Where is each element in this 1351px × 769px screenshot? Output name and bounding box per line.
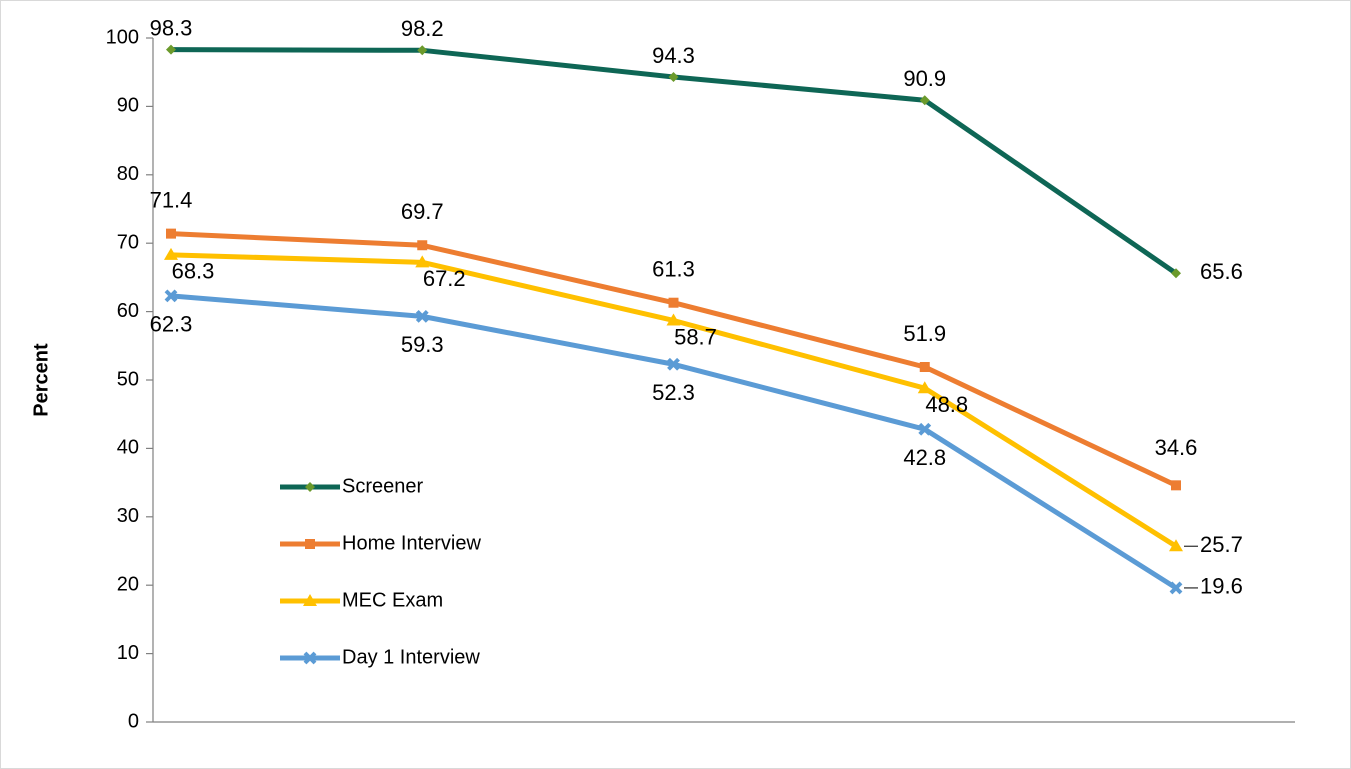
data-label: 65.6 [1200, 259, 1243, 284]
marker [415, 309, 429, 323]
marker [166, 228, 176, 239]
marker [415, 255, 430, 268]
data-label: 98.3 [150, 15, 193, 40]
marker [166, 44, 176, 55]
marker [303, 594, 317, 606]
y-tick-label: 90 [117, 95, 139, 117]
marker [1169, 539, 1183, 552]
data-label: 59.3 [401, 332, 444, 357]
y-axis-label: Percent [30, 343, 52, 417]
y-tick-label: 60 [117, 300, 139, 322]
data-label: 52.3 [652, 380, 695, 405]
marker [164, 289, 178, 303]
marker [666, 313, 681, 326]
data-label: 98.2 [401, 16, 444, 41]
legend-label: Screener [342, 475, 423, 497]
data-label: 68.3 [172, 259, 215, 284]
y-tick-label: 10 [117, 642, 139, 664]
marker [917, 381, 932, 394]
marker [417, 45, 428, 56]
data-label: 48.8 [925, 392, 968, 417]
y-tick-label: 0 [128, 710, 139, 732]
marker [305, 539, 315, 549]
data-label: 25.7 [1200, 532, 1243, 557]
marker [417, 240, 428, 251]
data-label: 19.6 [1200, 574, 1243, 599]
marker [668, 71, 679, 82]
y-tick-label: 50 [117, 368, 139, 390]
data-label: 51.9 [903, 321, 946, 346]
y-tick-label: 30 [117, 505, 139, 527]
marker [1169, 581, 1183, 595]
y-tick-label: 80 [117, 163, 139, 185]
data-label: 69.7 [401, 199, 444, 224]
data-label: 67.2 [423, 266, 466, 291]
marker [305, 482, 315, 492]
legend-label: MEC Exam [342, 589, 443, 611]
y-tick-label: 20 [117, 573, 139, 595]
marker [303, 651, 317, 665]
marker [1171, 268, 1181, 279]
y-tick-label: 70 [117, 231, 139, 253]
data-label: 42.8 [903, 445, 946, 470]
data-label: 34.6 [1155, 435, 1198, 460]
marker [667, 357, 680, 371]
data-label: 58.7 [674, 324, 717, 349]
marker [164, 247, 178, 260]
data-label: 61.3 [652, 257, 695, 282]
legend-label: Home Interview [342, 532, 481, 554]
data-label: 94.3 [652, 43, 695, 68]
marker [918, 422, 932, 436]
y-tick-label: 40 [117, 437, 139, 459]
marker [919, 95, 930, 106]
data-label: 62.3 [150, 312, 193, 337]
marker [1171, 480, 1181, 491]
legend-label: Day 1 Interview [342, 646, 480, 668]
data-label: 90.9 [903, 66, 946, 91]
data-label: 71.4 [150, 187, 193, 212]
marker [668, 297, 679, 308]
y-tick-label: 100 [106, 26, 139, 48]
marker [919, 362, 930, 373]
